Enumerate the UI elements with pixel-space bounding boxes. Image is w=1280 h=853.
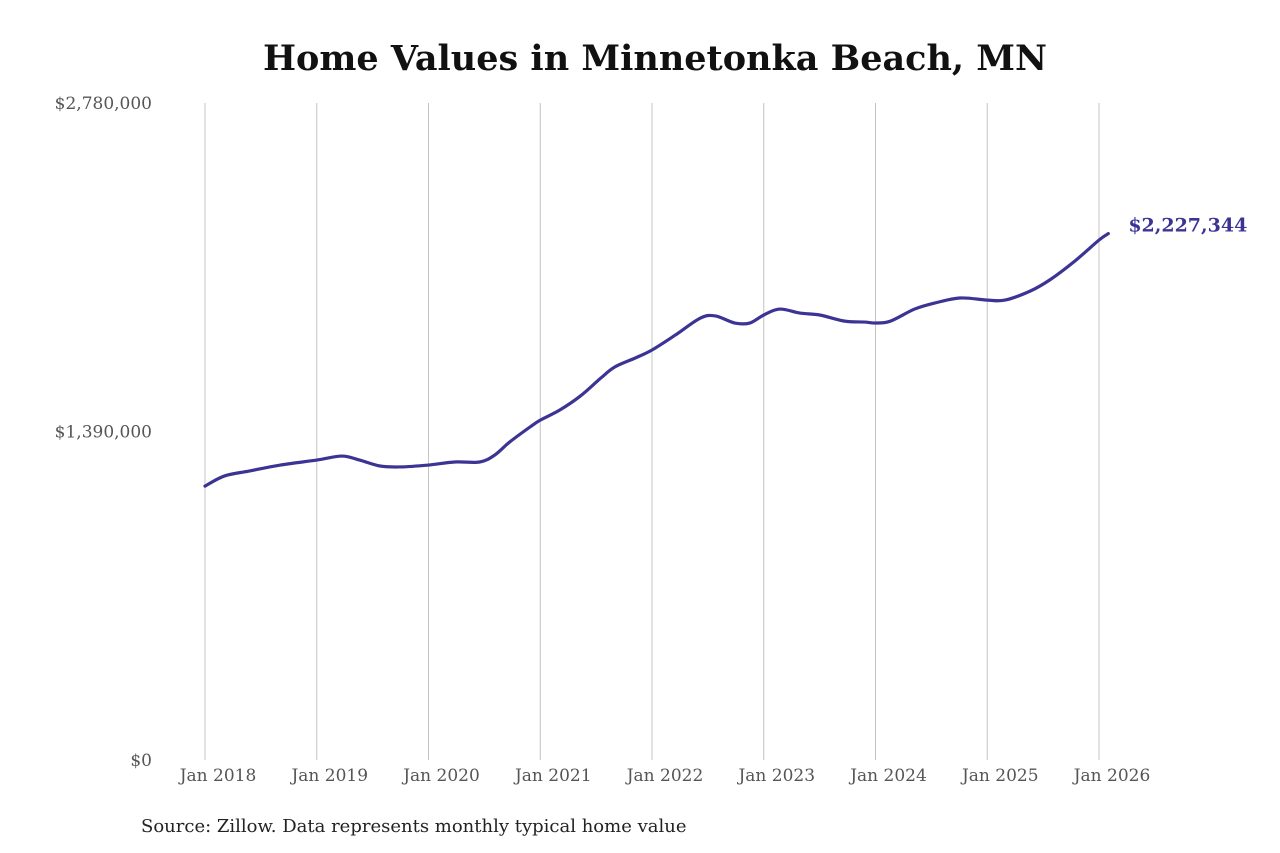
y-tick-label: $1,390,000 [55,423,152,443]
source-note: Source: Zillow. Data represents monthly … [141,816,687,837]
chart-title: Home Values in Minnetonka Beach, MN [262,38,1047,79]
x-tick-label: Jan 2022 [625,766,704,786]
x-tick-label: Jan 2025 [960,766,1039,786]
x-tick-label: Jan 2023 [736,766,815,786]
x-tick-label: Jan 2018 [178,766,257,786]
y-tick-label: $2,780,000 [55,94,152,114]
series-line [203,232,1110,488]
end-value-label: $2,227,344 [1128,215,1247,237]
x-tick-label: Jan 2021 [513,766,592,786]
y-tick-label: $0 [130,751,152,771]
x-tick-label: Jan 2020 [401,766,480,786]
x-tick-label: Jan 2024 [848,766,927,786]
x-tick-label: Jan 2026 [1072,766,1151,786]
x-tick-label: Jan 2019 [289,766,368,786]
